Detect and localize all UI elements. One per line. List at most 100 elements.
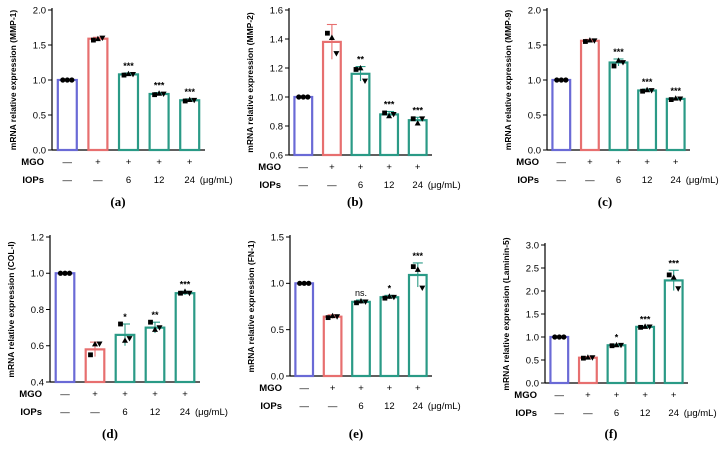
- significance-label: *: [388, 283, 392, 293]
- iops-dose: 6: [358, 401, 363, 412]
- iops-dose: 6: [122, 407, 127, 418]
- mgo-sign: +: [122, 389, 128, 400]
- y-tick-label: 0.0: [526, 378, 539, 389]
- data-point: [414, 266, 421, 272]
- unit-label: (μg/mL): [428, 401, 461, 412]
- bar: [179, 99, 201, 152]
- mgo-sign: —: [555, 390, 565, 401]
- data-point: [615, 57, 622, 63]
- data-point: [306, 280, 312, 286]
- unit-label: (μg/mL): [195, 407, 228, 418]
- iops-dose: —: [557, 175, 567, 186]
- data-point: [354, 300, 359, 306]
- bar: [608, 61, 629, 152]
- data-point: [125, 70, 132, 77]
- unit-label: (μg/mL): [686, 175, 719, 186]
- data-point: [328, 34, 335, 40]
- mgo-sign: —: [299, 162, 309, 173]
- y-tick-label: 0.5: [526, 355, 539, 366]
- iops-dose: 12: [640, 408, 651, 419]
- iops-dose: —: [299, 180, 309, 191]
- significance-label: ***: [642, 77, 653, 87]
- mgo-sign: +: [358, 383, 364, 394]
- data-point: [589, 355, 596, 361]
- mgo-sign: +: [587, 157, 593, 168]
- mgo-sign: +: [330, 383, 336, 394]
- data-point: [91, 37, 96, 43]
- panel-label: (c): [598, 194, 612, 209]
- panel-b: 0.6 0.8 1.0 1.2 1.4 1.6 mRNA relative expressi…: [245, 5, 461, 209]
- data-point: [410, 116, 416, 122]
- bar: [293, 95, 314, 157]
- y-tick-label: 0.6: [31, 341, 44, 352]
- y-tick-label: 0.0: [528, 145, 541, 156]
- y-tick-label: 1.0: [526, 332, 539, 343]
- data-point: [638, 324, 643, 330]
- data-point: [305, 94, 311, 100]
- iops-dose: 24: [184, 175, 195, 186]
- data-point: [584, 354, 591, 360]
- data-point: [92, 340, 98, 347]
- y-tick-label: 0.4: [31, 377, 44, 388]
- unit-label: (μg/mL): [684, 408, 717, 419]
- iops-dose: —: [90, 407, 100, 418]
- mgo-row-label: MGO: [258, 162, 281, 173]
- significance-label: ***: [123, 61, 134, 71]
- y-axis-label: mRNA relative expression (FN-1): [246, 240, 256, 372]
- panel-label: (a): [110, 194, 125, 209]
- y-tick-label: 0.5: [33, 110, 46, 121]
- data-point: [382, 110, 387, 116]
- mgo-sign: +: [95, 157, 101, 168]
- data-point: [121, 72, 127, 78]
- bar: [379, 113, 400, 157]
- data-point: [390, 112, 397, 118]
- iops-row-label: IOPs: [20, 407, 42, 418]
- data-point: [386, 112, 393, 119]
- mgo-row-label: MGO: [259, 383, 282, 394]
- significance-label: ***: [413, 251, 424, 261]
- data-point: [325, 30, 330, 36]
- mgo-sign: —: [299, 383, 309, 394]
- y-tick-label: 2.0: [528, 5, 541, 16]
- bar: [637, 89, 658, 152]
- y-tick-label: 1.5: [271, 232, 284, 243]
- iops-dose: 24: [180, 407, 191, 418]
- data-point: [160, 91, 167, 97]
- y-axis-label: mRNA relative expression (COL-I): [6, 241, 16, 377]
- iops-dose: 24: [670, 175, 681, 186]
- data-point: [362, 299, 369, 305]
- bar: [579, 39, 600, 152]
- y-tick-label: 0.5: [528, 110, 541, 121]
- iops-dose: 12: [150, 407, 161, 418]
- iops-dose: 6: [616, 175, 621, 186]
- data-point: [64, 77, 70, 83]
- y-tick-label: 0.5: [271, 325, 284, 336]
- data-point: [583, 39, 588, 44]
- data-point: [677, 96, 684, 102]
- data-point: [358, 297, 364, 304]
- y-tick-label: 1.5: [528, 40, 541, 51]
- data-point: [670, 274, 677, 280]
- data-point: [329, 312, 336, 319]
- data-point: [556, 334, 562, 340]
- significance-label: ***: [184, 87, 195, 97]
- iops-dose: 6: [614, 408, 619, 419]
- iops-dose: —: [299, 401, 309, 412]
- bar: [56, 78, 78, 152]
- iops-dose: —: [583, 408, 593, 419]
- data-point: [675, 286, 682, 292]
- y-tick-label: 0.0: [33, 145, 46, 156]
- data-point: [182, 288, 188, 294]
- mgo-sign: +: [156, 157, 162, 168]
- data-point: [390, 294, 397, 301]
- iops-dose: 24: [412, 180, 423, 191]
- mgo-row-label: MGO: [514, 390, 537, 401]
- panel-c: 0.0 0.5 1.0 1.5 2.0 mRNA relative expression …: [503, 5, 719, 209]
- mgo-sign: —: [63, 157, 73, 168]
- data-point: [88, 352, 93, 358]
- y-tick-label: 1.0: [271, 279, 284, 290]
- y-tick-label: 0.0: [271, 371, 284, 382]
- data-point: [609, 343, 615, 349]
- bar: [148, 92, 170, 152]
- mgo-sign: +: [415, 383, 421, 394]
